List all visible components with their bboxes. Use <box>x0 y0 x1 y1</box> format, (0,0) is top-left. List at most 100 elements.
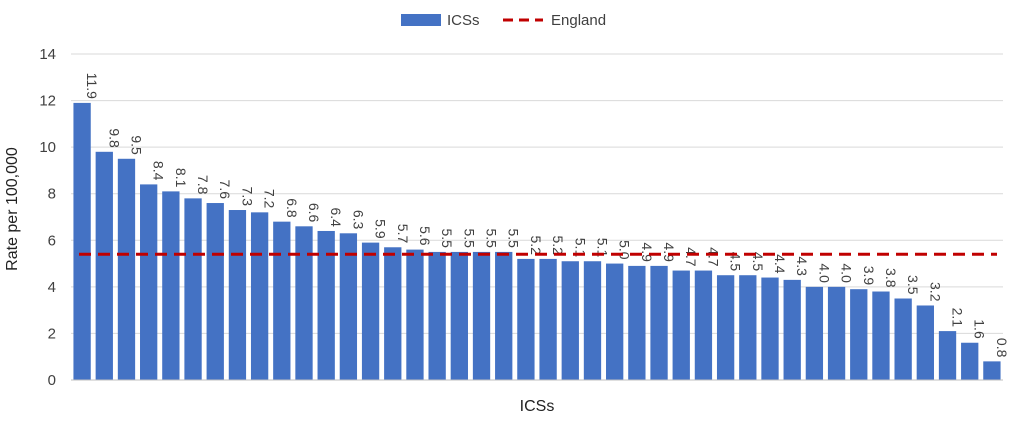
bar <box>583 261 602 380</box>
data-label: 4.7 <box>705 247 721 267</box>
data-label: 3.8 <box>883 268 899 288</box>
data-label: 5.7 <box>395 224 411 244</box>
bar <box>162 191 180 380</box>
data-label: 7.3 <box>239 187 255 207</box>
bar <box>650 265 668 380</box>
bar <box>894 298 912 380</box>
bar <box>339 233 358 380</box>
bar <box>938 331 957 380</box>
y-tick-label: 0 <box>48 372 56 389</box>
data-label: 8.4 <box>151 161 167 181</box>
data-label: 6.8 <box>284 198 300 218</box>
y-axis-title: Rate per 100,000 <box>4 147 21 271</box>
data-label: 9.8 <box>106 128 122 148</box>
bar <box>850 289 868 380</box>
bar <box>628 265 646 380</box>
bar <box>739 275 757 380</box>
bar <box>495 251 513 380</box>
bar <box>184 198 202 380</box>
bar <box>206 203 224 380</box>
bar <box>95 151 113 380</box>
bar <box>228 210 247 380</box>
data-label: 5.1 <box>572 238 588 258</box>
bar <box>361 242 380 380</box>
bar <box>606 263 624 380</box>
data-label: 3.2 <box>927 282 943 302</box>
bar <box>805 286 824 380</box>
bar <box>539 258 557 380</box>
data-label: 11.9 <box>84 73 100 99</box>
data-label: 5.2 <box>528 235 544 255</box>
bar <box>406 249 424 380</box>
data-label: 7.6 <box>217 180 233 200</box>
gridlines <box>71 53 1003 334</box>
bar <box>428 251 446 380</box>
bar <box>384 247 402 380</box>
data-label: 6.6 <box>306 203 322 223</box>
data-label: 2.1 <box>950 308 966 328</box>
data-label: 4.7 <box>683 247 699 267</box>
y-tick-label: 10 <box>39 139 56 156</box>
bar <box>694 270 713 380</box>
bars <box>73 102 1001 381</box>
data-label: 4.0 <box>839 263 855 283</box>
data-label: 7.8 <box>195 175 211 195</box>
data-label: 5.5 <box>439 228 455 248</box>
data-label: 6.4 <box>328 208 344 228</box>
data-label: 4.4 <box>772 254 788 274</box>
data-labels: 11.9 9.8 9.5 8.4 8.1 7.8 7.6 7.3 7.2 6.8 6.6 6.4 6.3… <box>84 73 1010 358</box>
bar <box>450 251 468 380</box>
data-label: 6.3 <box>350 210 366 230</box>
bar <box>273 221 291 380</box>
data-label: 5.0 <box>617 240 633 260</box>
y-tick-label: 6 <box>48 232 56 249</box>
data-label: 4.9 <box>639 242 655 262</box>
bar <box>517 258 535 380</box>
legend-label-icss: ICSs <box>447 12 480 29</box>
bar <box>295 226 313 380</box>
bar <box>783 279 801 380</box>
data-label: 4.5 <box>728 252 744 272</box>
bar <box>872 291 890 380</box>
bar <box>472 251 491 380</box>
data-label: 5.6 <box>417 226 433 246</box>
legend-label-england: England <box>551 12 606 29</box>
data-label: 3.9 <box>861 266 877 286</box>
data-label: 5.5 <box>484 228 500 248</box>
data-label: 9.5 <box>128 135 144 155</box>
data-label: 8.1 <box>173 168 189 188</box>
data-label: 3.5 <box>905 275 921 295</box>
data-label: 5.1 <box>594 238 610 258</box>
y-tick-label: 12 <box>39 93 56 110</box>
data-label: 7.2 <box>262 189 278 209</box>
bar <box>672 270 690 380</box>
data-label: 0.8 <box>994 338 1010 358</box>
bar <box>983 361 1001 380</box>
legend-swatch-icss <box>401 14 441 26</box>
y-axis-ticks: 0 2 4 6 8 10 12 14 <box>39 46 56 389</box>
bar <box>561 261 579 380</box>
data-label: 5.9 <box>373 219 389 239</box>
data-label: 4.5 <box>750 252 766 272</box>
data-label: 5.2 <box>550 235 566 255</box>
bar <box>317 230 335 380</box>
bar <box>716 275 735 380</box>
bar <box>140 184 158 380</box>
y-tick-label: 8 <box>48 186 56 203</box>
bar <box>73 102 91 381</box>
data-label: 4.9 <box>661 242 677 262</box>
bar <box>761 277 779 380</box>
y-tick-label: 2 <box>48 325 56 342</box>
bar <box>250 212 269 380</box>
legend: ICSs England <box>401 12 606 29</box>
y-tick-label: 4 <box>48 279 56 296</box>
bar <box>117 158 136 380</box>
data-label: 4.3 <box>794 256 810 276</box>
data-label: 5.5 <box>506 228 522 248</box>
bar <box>961 342 979 380</box>
data-label: 4.0 <box>816 263 832 283</box>
data-label: 5.5 <box>461 228 477 248</box>
data-label: 1.6 <box>972 319 988 339</box>
bar <box>916 305 934 380</box>
